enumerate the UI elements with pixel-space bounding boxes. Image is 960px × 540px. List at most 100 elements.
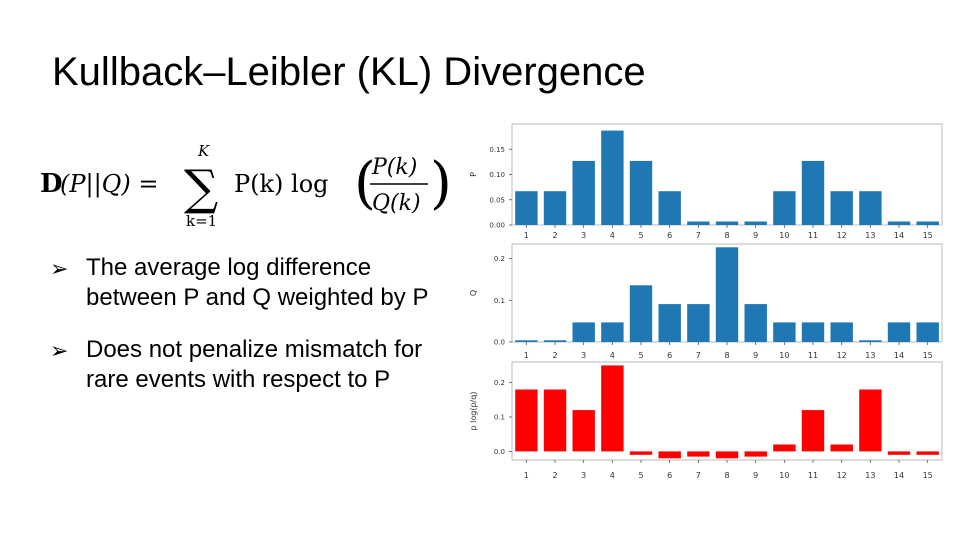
slide-title: Kullback–Leibler (KL) Divergence bbox=[52, 50, 646, 94]
formula-sum-upper: K bbox=[197, 142, 210, 160]
x-tick-label: 11 bbox=[808, 231, 818, 240]
x-tick-label: 7 bbox=[696, 231, 701, 240]
y-tick-label: 0.10 bbox=[489, 171, 505, 179]
bullet-item: ➢ The average log difference between P a… bbox=[50, 253, 465, 313]
chart-bar bbox=[916, 451, 939, 455]
x-tick-label: 1 bbox=[524, 471, 529, 480]
arrow-bullet-icon: ➢ bbox=[50, 339, 69, 364]
chart-bar bbox=[830, 191, 853, 225]
x-tick-label: 3 bbox=[581, 351, 586, 360]
x-tick-label: 9 bbox=[753, 231, 758, 240]
chart-bar bbox=[801, 410, 825, 452]
chart-bar bbox=[515, 340, 538, 342]
x-tick-label: 6 bbox=[667, 231, 672, 240]
chart-bar bbox=[801, 322, 825, 342]
chart-bar bbox=[687, 221, 710, 225]
charts-panel: 1 2 3 4 5 6 7 8 9 10 11 12 13 14 15 0.00 0.05 0.10 0.15 P 1 2… bbox=[462, 120, 952, 492]
chart-bar bbox=[801, 160, 825, 225]
y-tick-label: 0.1 bbox=[494, 414, 505, 422]
formula-numerator: P(k) bbox=[371, 155, 417, 180]
chart-bar bbox=[830, 444, 853, 452]
chart-bar bbox=[887, 451, 911, 455]
x-tick-label: 7 bbox=[696, 351, 701, 360]
x-tick-label: 8 bbox=[724, 231, 729, 240]
x-tick-label: 9 bbox=[753, 471, 758, 480]
chart-bar bbox=[715, 221, 739, 225]
chart-bar bbox=[887, 221, 911, 225]
x-tick-label: 1 bbox=[524, 351, 529, 360]
formula-paren-left: ( bbox=[354, 151, 376, 216]
chart-bar bbox=[744, 451, 767, 457]
chart-bar bbox=[687, 451, 710, 457]
chart-bar bbox=[887, 322, 911, 342]
x-tick-label: 5 bbox=[638, 231, 643, 240]
x-tick-label: 4 bbox=[610, 471, 615, 480]
chart-bar bbox=[572, 322, 595, 342]
chart-bar bbox=[543, 191, 567, 225]
x-tick-label: 2 bbox=[552, 351, 557, 360]
chart-bar bbox=[830, 322, 853, 342]
y-axis-label: Q bbox=[469, 290, 478, 296]
y-tick-label: 0.2 bbox=[494, 255, 505, 263]
x-tick-label: 5 bbox=[638, 351, 643, 360]
arrow-bullet-icon: ➢ bbox=[50, 257, 69, 282]
formula-pk-log: P(k) log bbox=[234, 170, 329, 198]
x-tick-label: 14 bbox=[894, 231, 904, 240]
y-tick-label: 0.0 bbox=[494, 339, 505, 347]
x-tick-label: 14 bbox=[894, 351, 904, 360]
chart-bar bbox=[859, 389, 882, 452]
x-tick-label: 13 bbox=[865, 231, 875, 240]
chart-bar bbox=[916, 221, 939, 225]
x-tick-label: 15 bbox=[923, 351, 933, 360]
x-tick-label: 7 bbox=[696, 471, 701, 480]
y-axis-label: P bbox=[469, 172, 478, 177]
y-tick-label: 0.05 bbox=[489, 196, 505, 204]
formula-D: D bbox=[40, 169, 63, 199]
x-tick-label: 8 bbox=[724, 351, 729, 360]
bullet-item: ➢ Does not penalize mismatch for rare ev… bbox=[50, 335, 465, 395]
chart-bar bbox=[744, 221, 767, 225]
chart-bar bbox=[715, 451, 739, 459]
x-tick-label: 15 bbox=[923, 231, 933, 240]
chart-bar bbox=[543, 389, 567, 452]
y-tick-label: 0.00 bbox=[489, 222, 505, 230]
chart-bar bbox=[658, 451, 681, 459]
x-tick-label: 15 bbox=[923, 471, 933, 480]
formula-denominator: Q(k) bbox=[372, 191, 421, 216]
x-tick-label: 11 bbox=[808, 351, 818, 360]
x-tick-label: 2 bbox=[552, 231, 557, 240]
x-tick-label: 6 bbox=[667, 351, 672, 360]
y-tick-label: 0.2 bbox=[494, 379, 505, 387]
x-tick-label: 12 bbox=[837, 231, 847, 240]
bullet-list: ➢ The average log difference between P a… bbox=[50, 253, 465, 417]
chart-bar bbox=[715, 247, 739, 342]
chart-bar bbox=[658, 191, 681, 225]
x-tick-label: 2 bbox=[552, 471, 557, 480]
x-tick-label: 13 bbox=[865, 351, 875, 360]
y-tick-label: 0.15 bbox=[489, 146, 505, 154]
chart-bar bbox=[629, 285, 653, 342]
formula-sum-sign: ∑ bbox=[184, 160, 218, 216]
chart-bar bbox=[744, 304, 767, 342]
x-tick-label: 3 bbox=[581, 231, 586, 240]
y-axis-label: p log(p/q) bbox=[469, 392, 478, 431]
x-tick-label: 12 bbox=[837, 471, 847, 480]
x-tick-label: 14 bbox=[894, 471, 904, 480]
chart-bar bbox=[773, 444, 796, 452]
x-tick-label: 8 bbox=[724, 471, 729, 480]
chart-bar bbox=[773, 322, 796, 342]
x-tick-label: 3 bbox=[581, 471, 586, 480]
x-tick-label: 1 bbox=[524, 231, 529, 240]
x-tick-label: 4 bbox=[610, 351, 615, 360]
chart-bar bbox=[572, 160, 595, 225]
chart-bar bbox=[773, 191, 796, 225]
chart-bar bbox=[515, 389, 538, 452]
kl-formula: D (P||Q) = K ∑ k=1 P(k) log ( P(k) Q(k) … bbox=[40, 142, 452, 228]
formula-args: (P||Q) = bbox=[60, 170, 158, 199]
chart-bar bbox=[515, 191, 538, 225]
formula-sum-lower: k=1 bbox=[186, 212, 217, 228]
x-tick-label: 10 bbox=[779, 231, 789, 240]
chart-bar bbox=[629, 451, 653, 455]
chart-bar bbox=[572, 410, 595, 452]
